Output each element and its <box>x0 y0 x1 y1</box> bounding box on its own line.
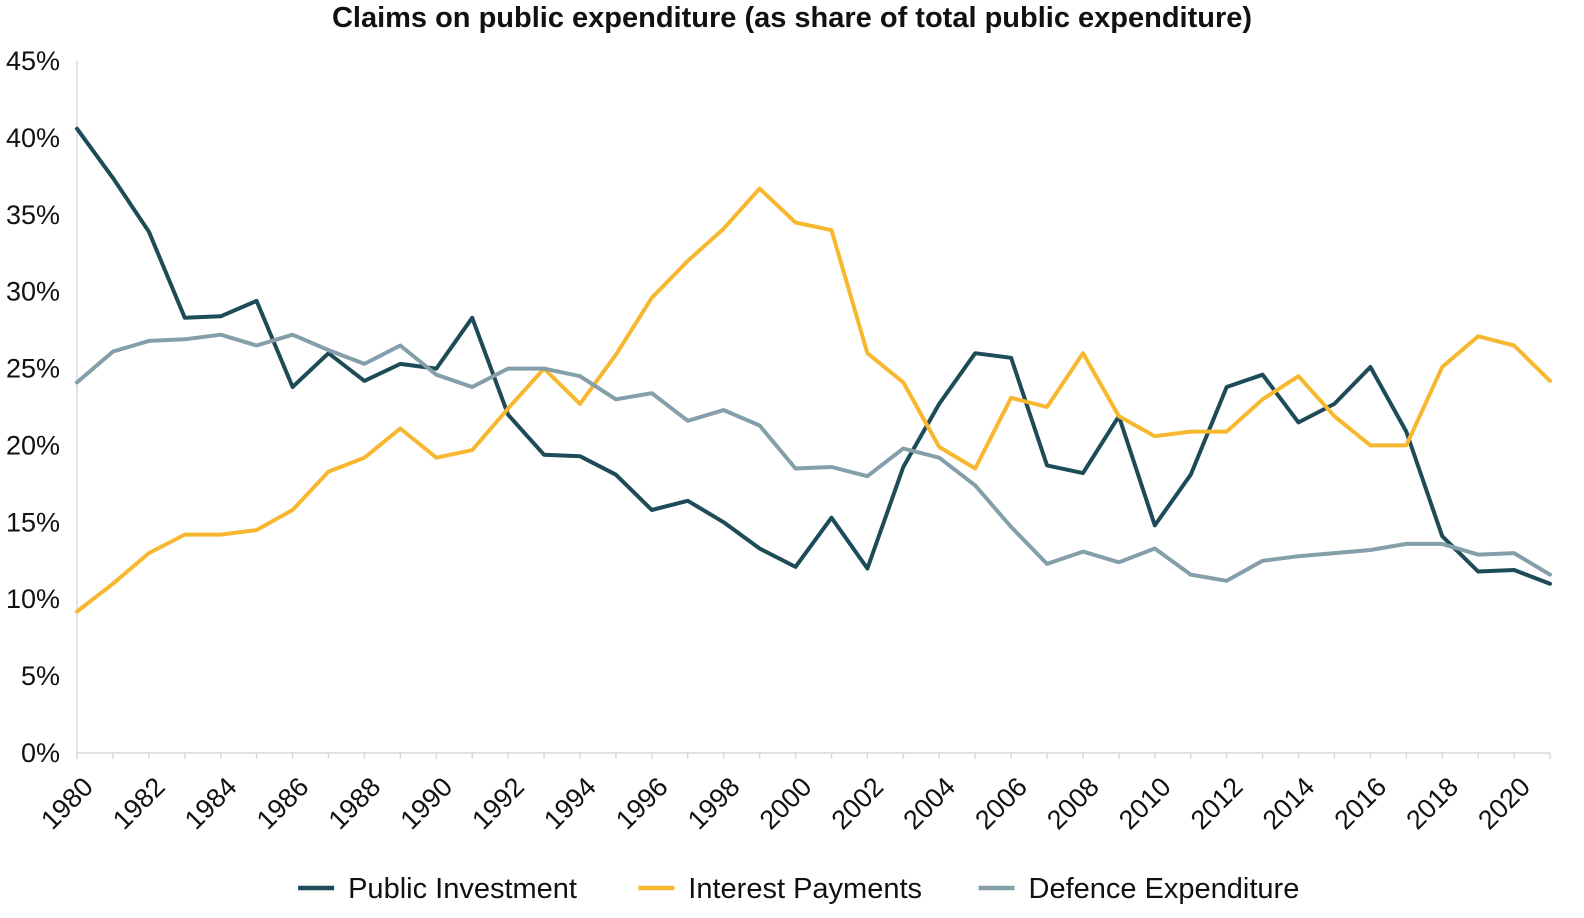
x-tick-label: 2004 <box>897 772 961 836</box>
x-tick-label: 1994 <box>538 772 602 836</box>
legend-label-public-investment: Public Investment <box>348 873 577 905</box>
x-tick-label: 1992 <box>466 772 530 836</box>
x-tick-label: 1984 <box>179 772 243 836</box>
y-tick-label: 0% <box>21 738 60 768</box>
y-tick-label: 45% <box>6 46 60 76</box>
y-tick-label: 10% <box>6 584 60 614</box>
x-tick-label: 2000 <box>754 772 818 836</box>
series-line-defence-expenditure <box>75 332 1552 583</box>
x-tick-label: 2016 <box>1329 772 1393 836</box>
legend: Public Investment Interest Payments Defenc… <box>298 873 1299 905</box>
y-tick-label: 20% <box>6 430 60 460</box>
y-tick-label: 40% <box>6 123 60 153</box>
chart-title: Claims on public expenditure (as share o… <box>331 2 1253 34</box>
x-tick-label: 1986 <box>251 772 315 836</box>
legend-label-interest-payments: Interest Payments <box>688 873 922 905</box>
legend-label-defence-expenditure: Defence Expenditure <box>1029 873 1300 905</box>
y-tick-label: 15% <box>6 507 60 537</box>
series-line-interest-payments <box>75 186 1552 614</box>
x-tick-label: 2020 <box>1472 772 1536 836</box>
x-tick-label: 2006 <box>969 772 1033 836</box>
series-line-public-investment <box>75 126 1552 586</box>
x-tick-label: 1990 <box>394 772 458 836</box>
x-tick-label: 1996 <box>610 772 674 836</box>
y-axis: 0% 5% 10% 15% 20% 25% 30% 35% 40% 45% <box>6 46 78 768</box>
x-tick-label: 2002 <box>826 772 890 836</box>
x-axis: 1980 1982 1984 1986 1988 1990 1992 1994 1996 1998… <box>35 752 1551 836</box>
y-tick-label: 5% <box>21 661 60 691</box>
x-tick-label: 2010 <box>1113 772 1177 836</box>
y-tick-label: 35% <box>6 200 60 230</box>
x-tick-label: 1980 <box>35 772 99 836</box>
y-tick-label: 30% <box>6 277 60 307</box>
x-tick-label: 1988 <box>323 772 387 836</box>
x-tick-label: 2008 <box>1041 772 1105 836</box>
series-lines <box>75 126 1552 614</box>
x-tick-label: 1998 <box>682 772 746 836</box>
y-tick-label: 25% <box>6 354 60 384</box>
x-tick-label: 2018 <box>1400 772 1464 836</box>
x-tick-label: 2012 <box>1185 772 1249 836</box>
x-tick-label: 2014 <box>1257 772 1321 836</box>
x-tick-label: 1982 <box>107 772 171 836</box>
